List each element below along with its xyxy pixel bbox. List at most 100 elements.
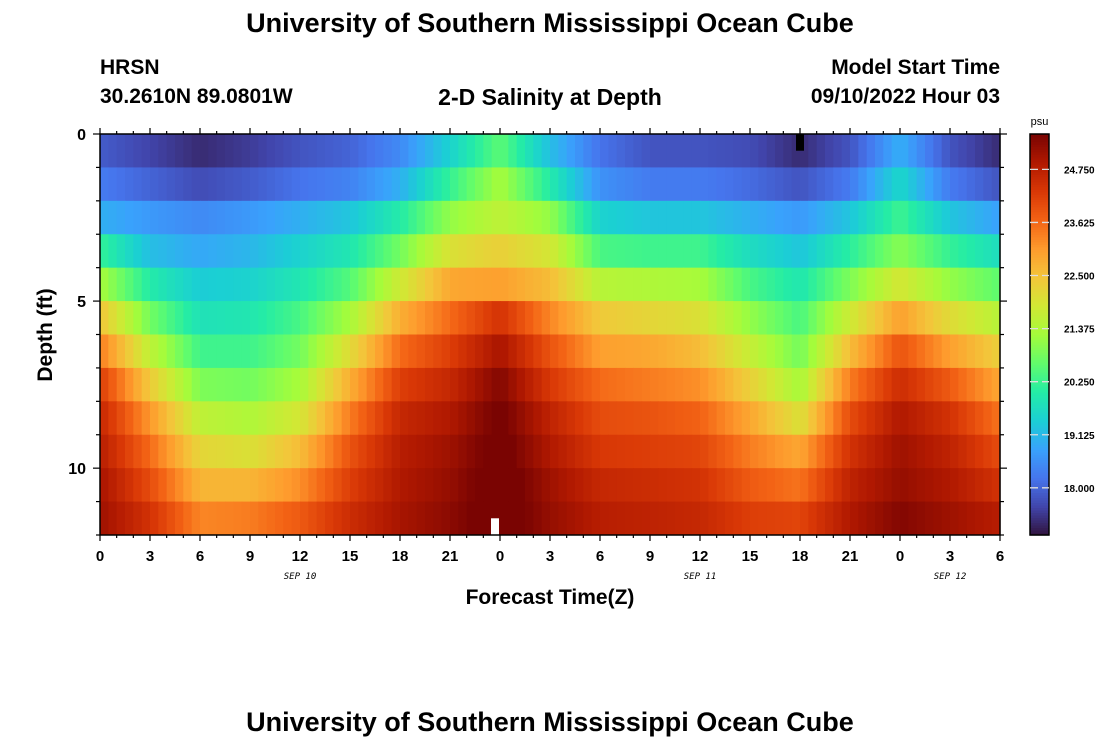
heatmap-cell — [975, 501, 984, 536]
heatmap-cell — [425, 501, 434, 536]
heatmap-cell — [983, 401, 993, 436]
x-tick-label: 18 — [792, 548, 809, 565]
heatmap-cell — [266, 334, 276, 369]
heatmap-cell — [658, 234, 668, 269]
heatmap-cell — [341, 334, 351, 369]
heatmap-cell — [950, 367, 959, 402]
heatmap-cell — [233, 501, 243, 536]
heatmap-cell — [450, 468, 459, 502]
heatmap-cell — [291, 234, 301, 269]
heatmap-cell — [183, 301, 193, 335]
heatmap-cell — [633, 267, 643, 302]
heatmap-cell — [225, 167, 234, 202]
heatmap-cell — [575, 434, 584, 469]
heatmap-cell — [558, 434, 568, 469]
heatmap-cell — [991, 167, 1001, 202]
heatmap-cell — [241, 468, 251, 502]
heatmap-cell — [541, 267, 551, 302]
heatmap-cell — [325, 167, 334, 202]
heatmap-cell — [108, 200, 118, 235]
heatmap-cell — [141, 267, 151, 302]
heatmap-cell — [783, 167, 793, 202]
heatmap-cell — [133, 301, 143, 335]
heatmap-cell — [700, 200, 709, 235]
heatmap-cell — [950, 501, 959, 536]
heatmap-cell — [133, 334, 143, 369]
heatmap-cell — [250, 234, 259, 269]
heatmap-cell — [750, 134, 759, 168]
heatmap-cell — [675, 501, 684, 536]
heatmap-cell — [241, 301, 251, 335]
heatmap-cell — [241, 234, 251, 269]
heatmap-cell — [291, 367, 301, 402]
heatmap-cell — [758, 434, 768, 469]
heatmap-cell — [216, 401, 226, 436]
heatmap-cell — [775, 501, 784, 536]
heatmap-cell — [508, 434, 518, 469]
heatmap-cell — [933, 301, 943, 335]
heatmap-cell — [166, 234, 176, 269]
heatmap-cell — [333, 200, 343, 235]
heatmap-cell — [150, 301, 159, 335]
heatmap-cell — [266, 234, 276, 269]
heatmap-cell — [516, 334, 526, 369]
heatmap-cell — [908, 234, 918, 269]
heatmap-cell — [966, 167, 976, 202]
heatmap-cell — [608, 267, 618, 302]
heatmap-cell — [383, 367, 393, 402]
heatmap-cell — [416, 234, 426, 269]
colorbar-segment — [1030, 246, 1049, 250]
y-tick-label: 10 — [68, 461, 86, 478]
heatmap-cell — [125, 134, 134, 168]
heatmap-cell — [975, 367, 984, 402]
heatmap-cell — [183, 401, 193, 436]
heatmap-cell — [983, 200, 993, 235]
heatmap-cell — [533, 367, 543, 402]
heatmap-cell — [541, 301, 551, 335]
colorbar-segment — [1030, 472, 1049, 476]
heatmap-cell — [233, 401, 243, 436]
heatmap-cell — [575, 401, 584, 436]
heatmap-cell — [325, 234, 334, 269]
heatmap-cell — [533, 401, 543, 436]
heatmap-cell — [208, 134, 218, 168]
heatmap-cell — [683, 200, 693, 235]
heatmap-cell — [600, 468, 609, 502]
heatmap-cell — [991, 134, 1001, 168]
heatmap-cell — [516, 468, 526, 502]
heatmap-cell — [850, 434, 859, 469]
colorbar-segment — [1030, 169, 1049, 173]
heatmap-cell — [875, 468, 884, 502]
heatmap-cell — [908, 200, 918, 235]
colorbar-segment — [1030, 249, 1049, 253]
heatmap-cell — [358, 401, 368, 436]
heatmap-cell — [808, 468, 818, 502]
heatmap-cell — [625, 401, 634, 436]
heatmap-cell — [650, 234, 659, 269]
heatmap-cell — [425, 434, 434, 469]
heatmap-cell — [691, 334, 701, 369]
heatmap-cell — [216, 501, 226, 536]
heatmap-cell — [200, 167, 209, 202]
heatmap-cell — [766, 267, 776, 302]
heatmap-cell — [291, 267, 301, 302]
heatmap-cell — [791, 234, 801, 269]
heatmap-cell — [875, 301, 884, 335]
colorbar-segment — [1030, 404, 1049, 408]
heatmap-cell — [100, 167, 109, 202]
heatmap-cell — [958, 301, 968, 335]
heatmap-cell — [816, 134, 826, 168]
heatmap-cell — [883, 501, 893, 536]
heatmap-cell — [416, 200, 426, 235]
heatmap-cell — [591, 134, 601, 168]
heatmap-cell — [400, 267, 409, 302]
heatmap-cell — [491, 267, 501, 302]
heatmap-cell — [333, 401, 343, 436]
heatmap-cell — [275, 200, 284, 235]
heatmap-cell — [100, 200, 109, 235]
heatmap-cell — [550, 267, 559, 302]
heatmap-cell — [183, 234, 193, 269]
heatmap-cell — [125, 267, 134, 302]
heatmap-cell — [533, 434, 543, 469]
colorbar-segment — [1030, 342, 1049, 346]
